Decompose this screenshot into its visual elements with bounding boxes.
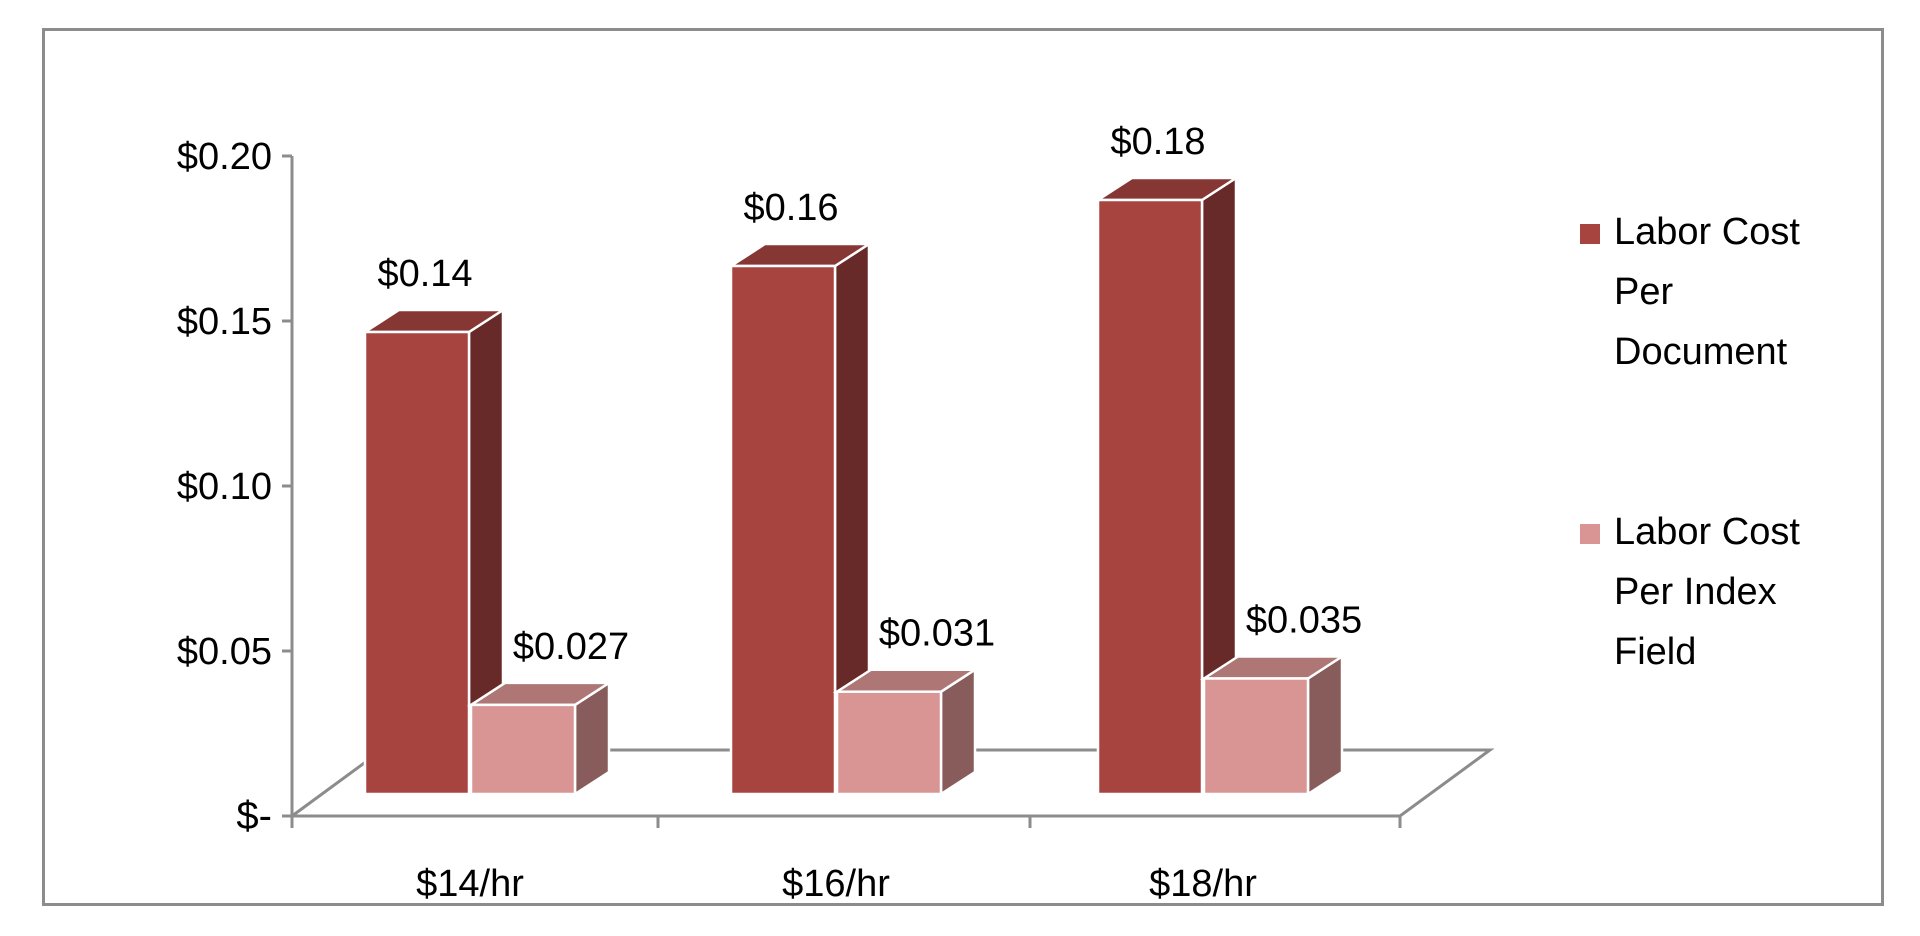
legend-label: Field [1614,631,1696,673]
bar [360,307,508,797]
bar-front-face [469,703,577,796]
y-axis: $- $0.05 $0.10 $0.15 $0.20 [177,136,294,838]
bar [726,241,874,797]
bar [466,680,614,797]
legend-label: Per Index [1614,571,1777,613]
bar [1199,654,1347,797]
bar-front-face [1202,677,1310,796]
bars [360,175,1347,797]
bar [832,667,980,797]
data-label: $0.16 [743,187,838,229]
bar-front-face [835,690,943,796]
y-tick-label: $0.10 [177,466,272,508]
x-tick-label: $14/hr [416,863,524,905]
legend-label: Per [1614,271,1673,313]
x-tick-label: $16/hr [782,863,890,905]
y-tick-label: $- [236,794,272,838]
legend: Labor Cost Per Document Labor Cost Per Index… [1580,211,1800,673]
y-tick-label: $0.20 [177,136,272,178]
y-tick-label: $0.05 [177,631,272,673]
data-label: $0.14 [377,253,472,295]
data-label: $0.027 [513,626,629,668]
legend-label: Labor Cost [1614,211,1800,253]
data-labels: $0.14 $0.027 $0.16 $0.031 $0.18 $0.035 [377,121,1362,668]
data-label: $0.18 [1110,121,1205,163]
data-label: $0.035 [1246,600,1362,642]
x-axis: $14/hr $16/hr $18/hr [290,814,1402,905]
bar-front-face [1096,198,1204,796]
legend-swatch [1580,224,1600,244]
legend-label: Document [1614,331,1788,373]
bar-side-face [1306,654,1344,797]
bar-front-face [363,330,471,796]
data-label: $0.031 [879,613,995,655]
bar-front-face [729,264,837,796]
y-tick-label: $0.15 [177,301,272,343]
legend-swatch [1580,524,1600,544]
bar [1093,175,1241,797]
legend-label: Labor Cost [1614,511,1800,553]
x-tick-label: $18/hr [1149,863,1257,905]
